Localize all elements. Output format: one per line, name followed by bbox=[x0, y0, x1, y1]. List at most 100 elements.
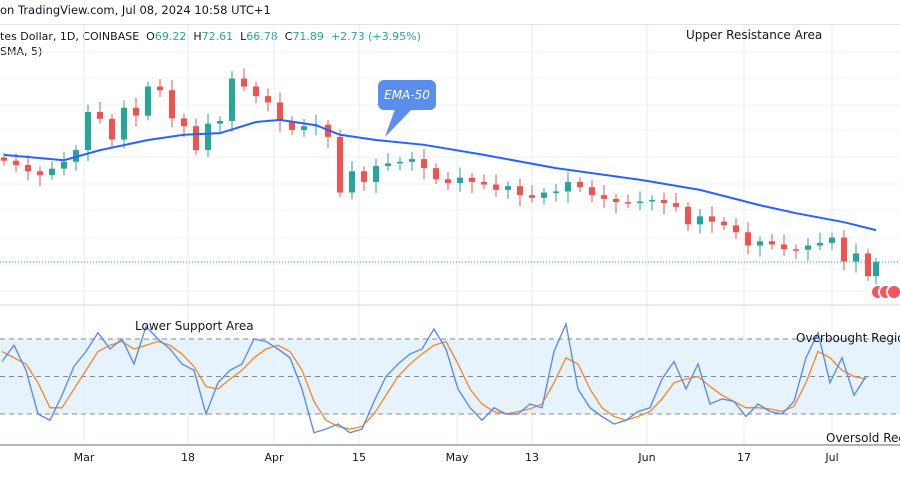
candle-body bbox=[397, 161, 403, 164]
candle-body bbox=[625, 202, 631, 204]
candle-body bbox=[85, 111, 91, 151]
candle-body bbox=[121, 107, 127, 140]
oversold-label: Oversold Region bbox=[826, 431, 900, 445]
candle-body bbox=[553, 191, 559, 193]
candle-body bbox=[169, 90, 175, 119]
close-value: 71.89 bbox=[292, 30, 324, 43]
candle-body bbox=[769, 241, 775, 245]
symbol-name: tes Dollar, 1D, COINBASE bbox=[0, 30, 140, 43]
candle-body bbox=[733, 225, 739, 233]
candle-body bbox=[685, 206, 691, 225]
candle-body bbox=[697, 216, 703, 225]
candle-body bbox=[133, 107, 139, 116]
low-value: 66.78 bbox=[246, 30, 278, 43]
x-tick-label: May bbox=[445, 451, 469, 464]
candle-body bbox=[829, 237, 835, 243]
candle-body bbox=[253, 86, 259, 97]
candle-body bbox=[349, 171, 355, 193]
candle-body bbox=[589, 187, 595, 196]
candle-body bbox=[481, 181, 487, 185]
ema-50-line bbox=[3, 118, 877, 232]
candle-body bbox=[409, 159, 415, 162]
candle-body bbox=[205, 123, 211, 151]
open-value: 69.22 bbox=[154, 30, 187, 43]
candle-body bbox=[61, 161, 67, 169]
change-value: +2.73 (+3.95%) bbox=[330, 30, 421, 43]
candle-body bbox=[37, 171, 43, 176]
x-tick-label: Jul bbox=[825, 451, 839, 464]
candle-body bbox=[373, 166, 379, 182]
x-tick-label: Mar bbox=[73, 451, 95, 464]
candle-body bbox=[361, 171, 367, 182]
x-tick-label: 18 bbox=[181, 451, 195, 464]
candle-body bbox=[145, 86, 151, 116]
candle-body bbox=[493, 184, 499, 190]
candle-body bbox=[217, 120, 223, 124]
candle-body bbox=[613, 198, 619, 203]
candle-body bbox=[541, 192, 547, 198]
candle-body bbox=[781, 244, 787, 250]
high-label: H bbox=[193, 30, 202, 43]
candle-body bbox=[457, 177, 463, 183]
candle-body bbox=[517, 186, 523, 196]
candle-body bbox=[301, 126, 307, 130]
published-header: on TradingView.com, Jul 08, 2024 10:58 U… bbox=[0, 3, 271, 17]
candle-body bbox=[421, 159, 427, 169]
x-tick-label: 17 bbox=[737, 451, 751, 464]
oscillator-d-line bbox=[1, 340, 867, 430]
x-tick-label: Jun bbox=[638, 451, 656, 464]
candle-body bbox=[793, 249, 799, 251]
candle-body bbox=[277, 102, 283, 121]
oscillator-k-line bbox=[1, 321, 867, 434]
candle-body bbox=[873, 262, 879, 277]
candle-body bbox=[601, 195, 607, 199]
candle-body bbox=[529, 195, 535, 198]
candle-body bbox=[49, 168, 55, 176]
candle-body bbox=[817, 242, 823, 246]
candle-body bbox=[709, 216, 715, 222]
candle-body bbox=[865, 253, 871, 277]
candle-body bbox=[241, 78, 247, 87]
x-tick-label: Apr bbox=[264, 451, 284, 464]
candle-body bbox=[157, 86, 163, 91]
candle-body bbox=[469, 177, 475, 182]
candle-body bbox=[1, 157, 7, 161]
candle-body bbox=[649, 199, 655, 202]
candle-body bbox=[853, 253, 859, 262]
candle-body bbox=[841, 237, 847, 262]
x-tick-label: 13 bbox=[525, 451, 539, 464]
candle-body bbox=[109, 118, 115, 140]
candle-body bbox=[661, 199, 667, 204]
candle-body bbox=[265, 96, 271, 103]
candle-body bbox=[337, 136, 343, 193]
candle-body bbox=[97, 111, 103, 119]
overbought-label: Overbought Region bbox=[796, 331, 900, 345]
candle-body bbox=[721, 221, 727, 226]
candle-body bbox=[565, 181, 571, 192]
candle-body bbox=[289, 120, 295, 130]
header-divider bbox=[0, 24, 900, 25]
candle-body bbox=[193, 126, 199, 151]
upper-resistance-label: Upper Resistance Area bbox=[686, 28, 823, 42]
candle-body bbox=[25, 164, 31, 172]
candle-body bbox=[229, 78, 235, 121]
high-value: 72.61 bbox=[201, 30, 234, 43]
candle-body bbox=[673, 203, 679, 207]
candle-body bbox=[445, 179, 451, 183]
close-label: C bbox=[284, 30, 293, 43]
candle-body bbox=[805, 245, 811, 250]
symbol-legend: tes Dollar, 1D, COINBASE O69.22 H72.61 L… bbox=[0, 30, 421, 43]
candle-body bbox=[181, 118, 187, 127]
candle-body bbox=[637, 201, 643, 204]
open-label: O bbox=[146, 30, 155, 43]
candle-body bbox=[13, 160, 19, 165]
candle-body bbox=[757, 241, 763, 246]
candle-body bbox=[505, 186, 511, 190]
candle-body bbox=[577, 181, 583, 188]
us-flag-icon bbox=[886, 284, 900, 300]
x-tick-label: 15 bbox=[352, 451, 366, 464]
lower-support-label: Lower Support Area bbox=[135, 319, 254, 333]
candle-body bbox=[745, 232, 751, 246]
low-label: L bbox=[240, 30, 247, 43]
